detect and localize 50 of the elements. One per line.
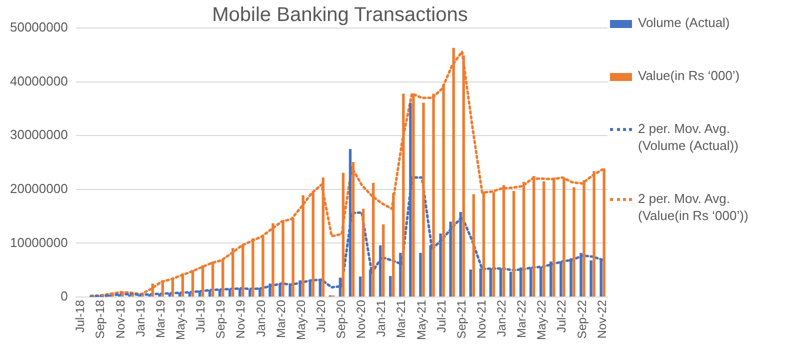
x-tick-label: Jul-18 [73,300,88,333]
x-tick-label: May-20 [294,300,308,340]
x-tick-label: Jan-22 [494,300,509,337]
x-tick-label: Sep-21 [454,300,468,339]
y-tick-label: 10000000 [10,234,68,250]
chart-title: Mobile Banking Transactions [212,4,468,26]
y-tick-label: 50000000 [10,20,68,35]
y-tick-label: 20000000 [10,180,68,196]
line-series [90,50,604,297]
x-tick-label: Mar-22 [514,300,529,338]
bar [469,270,472,296]
x-tick-label: Sep-22 [574,300,589,339]
x-tick-label: Jan-21 [374,300,388,337]
x-tick-label: Nov-18 [113,300,128,339]
x-tick-label: Mar-20 [274,300,288,338]
x-tick-label: Jan-19 [133,300,148,337]
y-tick-label: 0 [60,288,68,304]
bar [572,187,576,296]
x-tick-label: Jul-20 [314,300,328,333]
y-tick-label: 40000000 [10,73,68,88]
legend-label: 2 per. Mov. Avg. (Volume (Actual)) [638,120,740,154]
bar [472,194,475,296]
x-tick-label: Nov-20 [354,300,368,339]
x-tick-label: Mar-21 [394,300,408,338]
x-tick-label: Sep-19 [214,300,228,339]
x-tick-label: Jul-22 [554,300,569,333]
x-tick-label: Nov-21 [474,300,488,339]
bar [419,252,422,296]
y-tick-label: 30000000 [10,127,68,142]
x-tick-label: May-21 [414,300,428,340]
legend-label: Value(in Rs ‘000’) [638,67,741,84]
bar [422,102,425,296]
bar [362,208,365,296]
legend-label: Volume (Actual) [638,14,731,31]
bar [382,224,385,296]
legend-label: 2 per. Mov. Avg. (Value(in Rs ‘000’)) [638,190,750,224]
x-tick-label: Mar-19 [153,300,168,338]
x-tick-label: Jul-19 [194,300,208,333]
bar [512,191,516,296]
x-tick-label: Sep-18 [93,300,108,339]
x-tick-label: Nov-19 [234,300,248,339]
x-tick-label: Sep-20 [334,300,348,339]
x-tick-label: Jan-20 [254,300,268,337]
bar [358,276,362,296]
x-tick-label: Nov-22 [594,300,609,339]
bar [590,260,592,296]
bar [389,276,392,296]
x-tick-label: Jul-21 [434,300,448,333]
x-tick-label: May-19 [173,300,188,340]
x-tick-label: May-22 [534,300,549,340]
